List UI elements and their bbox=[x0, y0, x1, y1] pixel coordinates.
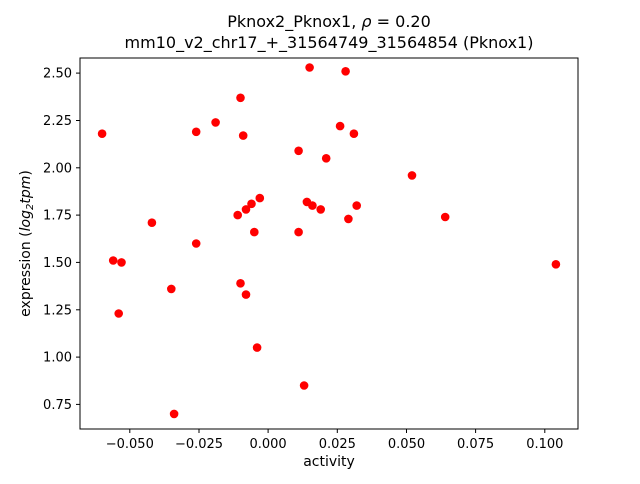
data-point bbox=[236, 279, 245, 288]
data-point bbox=[352, 201, 362, 210]
data-point bbox=[308, 201, 317, 210]
data-point bbox=[335, 121, 345, 131]
data-point bbox=[247, 199, 256, 209]
y-tick-label: 0.75 bbox=[43, 398, 72, 413]
data-point bbox=[440, 212, 450, 222]
x-axis-label: activity bbox=[303, 454, 355, 470]
data-point bbox=[117, 258, 126, 267]
data-point bbox=[147, 218, 157, 227]
data-point bbox=[169, 409, 179, 419]
data-point bbox=[191, 127, 201, 137]
chart-title-line2: mm10_v2_chr17_+_31564749_31564854 (Pknox… bbox=[125, 33, 534, 53]
data-point bbox=[238, 131, 248, 140]
data-point bbox=[321, 154, 331, 163]
x-tick-label: 0.025 bbox=[319, 437, 356, 452]
data-point bbox=[407, 171, 417, 180]
x-tick-label: 0.100 bbox=[526, 437, 563, 452]
data-point bbox=[236, 93, 245, 103]
data-point bbox=[255, 193, 265, 203]
x-tick-label: 0.050 bbox=[388, 437, 425, 452]
data-point bbox=[305, 63, 314, 72]
y-tick-label: 2.50 bbox=[43, 67, 72, 82]
data-point bbox=[250, 227, 259, 237]
data-point bbox=[349, 129, 359, 138]
data-point bbox=[294, 146, 303, 156]
data-point bbox=[341, 67, 350, 76]
data-point bbox=[241, 290, 251, 299]
data-point bbox=[299, 381, 309, 390]
data-point bbox=[233, 210, 242, 220]
data-point bbox=[108, 256, 118, 265]
data-point bbox=[97, 129, 107, 138]
y-tick-label: 2.00 bbox=[43, 161, 72, 176]
plot-frame bbox=[79, 57, 579, 430]
data-point bbox=[114, 309, 123, 318]
y-tick-label: 1.50 bbox=[43, 256, 72, 271]
y-tick-label: 1.75 bbox=[43, 209, 72, 224]
data-point bbox=[191, 239, 201, 248]
y-tick-label: 1.25 bbox=[43, 303, 72, 318]
data-point bbox=[294, 227, 303, 237]
data-point bbox=[344, 214, 353, 224]
x-tick-label: 0.075 bbox=[457, 437, 494, 452]
data-point bbox=[167, 284, 176, 294]
data-point bbox=[316, 205, 326, 214]
data-point bbox=[551, 260, 561, 269]
data-point bbox=[211, 118, 220, 127]
y-axis-label: expression (log2tpm) bbox=[18, 170, 36, 317]
data-point bbox=[252, 343, 262, 352]
y-tick-label: 2.25 bbox=[43, 114, 72, 129]
x-tick-label: 0.000 bbox=[249, 437, 286, 452]
y-tick-label: 1.00 bbox=[43, 351, 72, 366]
x-tick-label: −0.025 bbox=[175, 437, 223, 452]
x-tick-label: −0.050 bbox=[106, 437, 154, 452]
data-point bbox=[241, 205, 251, 214]
chart-title-line1: Pknox2_Pknox1, ρ = 0.20 bbox=[227, 12, 431, 32]
